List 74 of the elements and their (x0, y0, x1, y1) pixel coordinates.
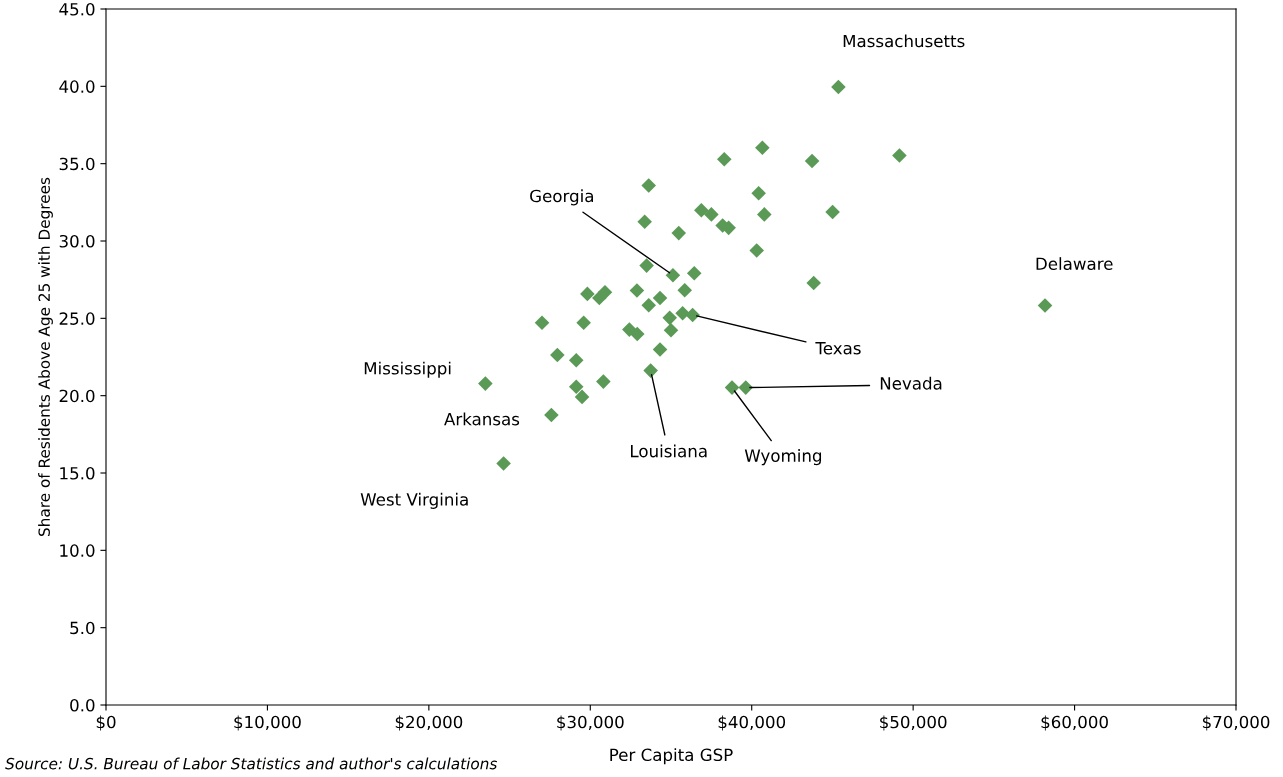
point (716, 152, 732, 167)
x-tick-label: $40,000 (718, 715, 786, 731)
point (806, 275, 821, 291)
x-tick-label: $70,000 (1202, 715, 1270, 731)
point (704, 207, 719, 222)
point (580, 286, 595, 302)
y-tick-label: 45.0 (59, 2, 95, 16)
x-tick-label: $20,000 (395, 715, 463, 731)
point (686, 265, 702, 281)
annotation: Arkansas (444, 412, 520, 426)
point (749, 243, 764, 258)
point (662, 310, 677, 326)
x-axis-title: Per Capita GSP (610, 748, 733, 765)
point (576, 315, 591, 330)
point (663, 322, 679, 338)
x-tick-label: $60,000 (1041, 715, 1108, 731)
point (639, 258, 654, 273)
y-tick-label: 25.0 (59, 312, 95, 325)
point (478, 376, 493, 391)
point (574, 389, 590, 405)
point (592, 290, 607, 306)
point (629, 283, 645, 298)
annotation: Mississippi (364, 361, 451, 378)
annotation: Louisiana (631, 444, 707, 458)
point (550, 347, 565, 363)
annotation: West Virginia (360, 492, 468, 509)
annotation: Texas (815, 342, 861, 355)
point (757, 207, 772, 222)
annotation: Wyoming (744, 449, 822, 466)
point (652, 342, 668, 357)
y-axis-title: Share of Residents Above Age 25 with Degrees (38, 177, 53, 536)
point (804, 153, 820, 169)
annotation: Massachusetts (843, 34, 965, 48)
point (629, 326, 645, 342)
point (675, 305, 690, 321)
point (641, 297, 657, 313)
point (671, 225, 687, 241)
annotation: Georgia (530, 189, 593, 206)
point (643, 363, 658, 378)
point (738, 380, 754, 395)
x-tick-label: $50,000 (880, 715, 947, 731)
annotation: Nevada (880, 376, 942, 390)
point (534, 315, 550, 330)
point (496, 456, 511, 471)
point (641, 178, 657, 193)
y-tick-label: 30.0 (59, 234, 95, 248)
point (637, 214, 652, 230)
point (1037, 298, 1053, 313)
point (831, 79, 846, 95)
point (724, 380, 740, 395)
y-tick-label: 0.0 (70, 698, 95, 712)
point (665, 267, 681, 283)
point (751, 185, 766, 201)
point (568, 352, 584, 368)
y-tick-label: 35.0 (59, 157, 95, 171)
y-tick-label: 5.0 (70, 621, 95, 635)
point (755, 140, 770, 156)
y-tick-label: 20.0 (59, 389, 95, 403)
point (892, 148, 907, 163)
point (677, 282, 692, 298)
x-tick-label: $0 (96, 715, 116, 731)
point (825, 204, 840, 220)
y-tick-label: 10.0 (60, 544, 95, 557)
y-tick-label: 40.0 (59, 80, 95, 93)
point (568, 379, 584, 394)
y-tick-label: 15.0 (60, 466, 95, 480)
source-note: Source: U.S. Bureau of Labor Statistics and author's calculations (5, 757, 498, 770)
point (652, 290, 668, 306)
point (596, 374, 611, 389)
x-tick-label: $30,000 (557, 715, 624, 731)
point (544, 407, 559, 423)
x-tick-label: $10,000 (234, 715, 301, 731)
annotation: Delaware (1036, 257, 1113, 271)
point (694, 202, 709, 218)
